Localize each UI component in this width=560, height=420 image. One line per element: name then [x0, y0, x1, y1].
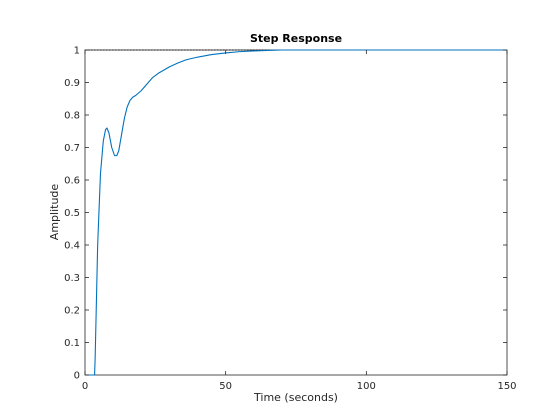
plot-area	[84, 49, 508, 376]
step-response-line	[85, 49, 507, 376]
y-tick-label: 0.1	[64, 338, 80, 349]
y-tick-label: 0.6	[64, 176, 80, 187]
y-tick-label: 0.8	[64, 111, 80, 122]
x-tick-label: 50	[219, 381, 232, 392]
x-tick-label: 0	[82, 381, 88, 392]
y-tick-label: 1	[74, 46, 80, 57]
y-tick-label: 0.4	[64, 241, 80, 252]
series-layer	[85, 49, 507, 376]
y-tick-label: 0.2	[64, 306, 80, 317]
x-tick-label: 100	[357, 381, 376, 392]
x-tick-label: 150	[497, 381, 516, 392]
y-tick-label: 0	[74, 371, 80, 382]
x-axis-label: Time (seconds)	[253, 391, 338, 404]
y-ticks: 0 0.1 0.2 0.3 0.4 0.5 0.6 0.7 0.8 0.9 1	[64, 46, 507, 382]
y-tick-label: 0.3	[64, 273, 80, 284]
y-tick-label: 0.9	[64, 78, 80, 89]
chart-title: Step Response	[250, 32, 342, 45]
y-tick-label: 0.7	[64, 143, 80, 154]
y-axis-label: Amplitude	[48, 184, 61, 241]
y-tick-label: 0.5	[64, 208, 80, 219]
x-ticks: 0 50 100 150	[82, 50, 517, 392]
